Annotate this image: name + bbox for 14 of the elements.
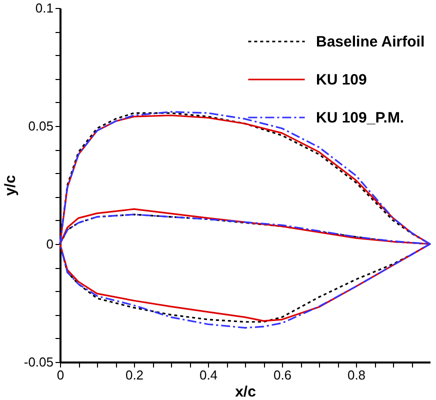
legend-label: KU 109_P.M. — [316, 110, 404, 126]
x-tick-label: 0.2 — [125, 368, 144, 382]
y-tick-label: -0.05 — [24, 354, 54, 370]
x-tick-label: 0 — [56, 368, 64, 382]
legend-label: KU 109 — [316, 72, 367, 88]
y-tick-label: 0 — [46, 236, 54, 252]
x-tick-label: 0.4 — [199, 368, 218, 382]
x-axis-title: x/c — [235, 384, 256, 400]
legend-label: Baseline Airfoil — [316, 34, 425, 50]
y-axis-title: y/c — [2, 175, 19, 196]
y-tick-label: 0.1 — [35, 0, 54, 16]
y-tick-label: 0.05 — [28, 118, 54, 134]
x-tick-label: 0.6 — [273, 368, 292, 382]
x-tick-label: 0.8 — [347, 368, 366, 382]
